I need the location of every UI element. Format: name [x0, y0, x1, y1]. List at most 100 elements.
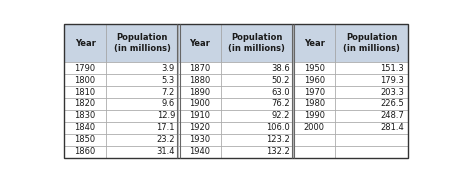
- Text: 1820: 1820: [74, 100, 95, 109]
- Text: 50.2: 50.2: [271, 76, 289, 85]
- Bar: [335, 122, 407, 134]
- Text: 1980: 1980: [303, 100, 324, 109]
- Bar: [178, 134, 220, 146]
- Text: 1840: 1840: [74, 123, 95, 132]
- Bar: [335, 146, 407, 158]
- Text: 1900: 1900: [189, 100, 210, 109]
- Bar: [64, 98, 106, 110]
- Text: 248.7: 248.7: [380, 111, 403, 120]
- Text: 2000: 2000: [303, 123, 324, 132]
- Text: 1930: 1930: [189, 135, 210, 144]
- Bar: [220, 62, 292, 74]
- Text: 1800: 1800: [74, 76, 95, 85]
- Text: Population
(in millions): Population (in millions): [228, 33, 285, 53]
- Text: 92.2: 92.2: [271, 111, 289, 120]
- Text: Population
(in millions): Population (in millions): [114, 33, 170, 53]
- Bar: [220, 24, 292, 62]
- Bar: [220, 86, 292, 98]
- Bar: [178, 24, 220, 62]
- Bar: [220, 74, 292, 86]
- Bar: [106, 98, 178, 110]
- Text: 151.3: 151.3: [380, 64, 403, 73]
- Text: 1950: 1950: [303, 64, 324, 73]
- Bar: [292, 134, 335, 146]
- Text: 23.2: 23.2: [156, 135, 175, 144]
- Bar: [178, 62, 220, 74]
- Bar: [335, 86, 407, 98]
- Bar: [220, 122, 292, 134]
- Bar: [106, 122, 178, 134]
- Bar: [64, 74, 106, 86]
- Text: Population
(in millions): Population (in millions): [342, 33, 399, 53]
- Bar: [292, 86, 335, 98]
- Bar: [64, 134, 106, 146]
- Bar: [292, 74, 335, 86]
- Bar: [178, 122, 220, 134]
- Bar: [292, 98, 335, 110]
- Bar: [178, 86, 220, 98]
- Text: 1830: 1830: [74, 111, 95, 120]
- Text: 1910: 1910: [189, 111, 210, 120]
- Bar: [178, 110, 220, 122]
- Bar: [335, 98, 407, 110]
- Text: 132.2: 132.2: [265, 147, 289, 156]
- Bar: [220, 134, 292, 146]
- Bar: [64, 24, 106, 62]
- Bar: [106, 146, 178, 158]
- Bar: [335, 24, 407, 62]
- Text: 1890: 1890: [189, 87, 210, 96]
- Bar: [64, 62, 106, 74]
- Bar: [178, 146, 220, 158]
- Text: Year: Year: [74, 39, 95, 48]
- Text: 5.3: 5.3: [162, 76, 175, 85]
- Text: 3.9: 3.9: [162, 64, 175, 73]
- Text: Year: Year: [189, 39, 210, 48]
- Text: 63.0: 63.0: [270, 87, 289, 96]
- Bar: [64, 86, 106, 98]
- Text: 38.6: 38.6: [270, 64, 289, 73]
- Text: 1880: 1880: [189, 76, 210, 85]
- Text: 17.1: 17.1: [156, 123, 175, 132]
- Text: 1870: 1870: [189, 64, 210, 73]
- Bar: [178, 98, 220, 110]
- Text: 9.6: 9.6: [162, 100, 175, 109]
- Text: 7.2: 7.2: [162, 87, 175, 96]
- Text: 1920: 1920: [189, 123, 210, 132]
- Bar: [220, 110, 292, 122]
- Text: 1990: 1990: [303, 111, 324, 120]
- Text: 31.4: 31.4: [156, 147, 175, 156]
- Bar: [64, 122, 106, 134]
- Bar: [292, 146, 335, 158]
- Bar: [292, 62, 335, 74]
- Bar: [106, 86, 178, 98]
- Bar: [64, 146, 106, 158]
- Text: 179.3: 179.3: [380, 76, 403, 85]
- Text: 1940: 1940: [189, 147, 210, 156]
- Bar: [335, 62, 407, 74]
- Bar: [106, 74, 178, 86]
- Bar: [335, 110, 407, 122]
- Bar: [335, 134, 407, 146]
- Bar: [292, 122, 335, 134]
- Bar: [106, 62, 178, 74]
- Text: 1850: 1850: [74, 135, 95, 144]
- Bar: [292, 24, 335, 62]
- Text: Year: Year: [303, 39, 324, 48]
- Text: 76.2: 76.2: [270, 100, 289, 109]
- Bar: [106, 110, 178, 122]
- Text: 106.0: 106.0: [265, 123, 289, 132]
- Bar: [220, 98, 292, 110]
- Text: 1790: 1790: [74, 64, 95, 73]
- Text: 1970: 1970: [303, 87, 324, 96]
- Text: 281.4: 281.4: [380, 123, 403, 132]
- Text: 226.5: 226.5: [380, 100, 403, 109]
- Bar: [335, 74, 407, 86]
- Text: 1860: 1860: [74, 147, 95, 156]
- Bar: [64, 110, 106, 122]
- Bar: [106, 134, 178, 146]
- Text: 203.3: 203.3: [380, 87, 403, 96]
- Bar: [292, 110, 335, 122]
- Text: 1960: 1960: [303, 76, 324, 85]
- Bar: [178, 74, 220, 86]
- Bar: [106, 24, 178, 62]
